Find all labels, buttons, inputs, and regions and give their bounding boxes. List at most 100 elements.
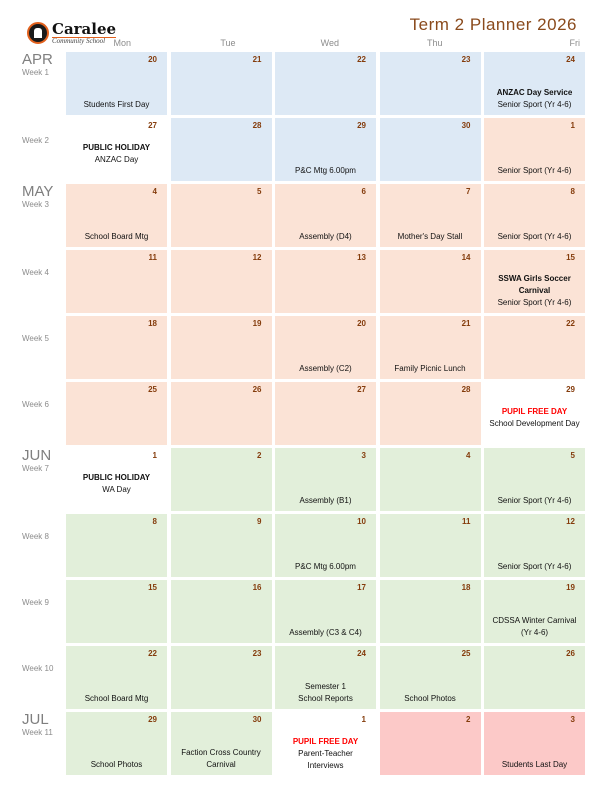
event-item: Students First Day <box>83 100 150 109</box>
event-item: P&C Mtg 6.00pm <box>295 562 356 571</box>
day-cell[interactable]: 11 <box>66 250 167 313</box>
day-date: 18 <box>148 319 157 328</box>
day-cell[interactable]: 13 <box>275 250 376 313</box>
day-cell[interactable]: 25 <box>66 382 167 445</box>
day-cell[interactable]: 27 PUBLIC HOLIDAY ANZAC Day <box>66 118 167 181</box>
week-label: Week 10 <box>22 664 54 673</box>
day-cell[interactable]: 25 School Photos <box>379 646 481 709</box>
day-date: 1 <box>361 715 366 724</box>
day-cell[interactable]: 22 <box>275 52 376 115</box>
day-cell[interactable]: 1 PUBLIC HOLIDAY WA Day <box>66 448 167 511</box>
day-cell[interactable]: 8 Senior Sport (Yr 4-6) <box>484 184 585 247</box>
event-item: Faction Cross Country <box>181 748 261 757</box>
day-cell[interactable]: 19 CDSSA Winter Carnival (Yr 4-6) <box>484 580 585 643</box>
event-item: PUBLIC HOLIDAY <box>82 473 151 482</box>
day-cell[interactable]: 27 <box>275 382 376 445</box>
day-cell[interactable]: 26 <box>170 382 272 445</box>
event-item: Mother's Day Stall <box>397 232 463 241</box>
day-cell[interactable]: 2 <box>379 712 481 775</box>
event-item: Senior Sport (Yr 4-6) <box>497 100 572 109</box>
day-cell[interactable]: 10 P&C Mtg 6.00pm <box>275 514 376 577</box>
day-date: 22 <box>357 55 366 64</box>
day-cell[interactable]: 18 <box>66 316 167 379</box>
day-date: 1 <box>570 121 575 130</box>
event-list: School Photos <box>404 693 456 705</box>
day-cell[interactable]: 8 <box>66 514 167 577</box>
day-cell[interactable]: 20 Students First Day <box>66 52 167 115</box>
day-cell[interactable]: 14 <box>379 250 481 313</box>
event-item: Assembly (D4) <box>299 232 352 241</box>
event-item: Students Last Day <box>501 760 568 769</box>
event-item: P&C Mtg 6.00pm <box>295 166 356 175</box>
day-cell[interactable]: 26 <box>484 646 585 709</box>
week-row-label: Week 2 <box>22 136 66 145</box>
calendar-grid: 20 Students First Day 21 22 23 24 ANZAC Day Se… <box>66 52 585 775</box>
day-cell[interactable]: 1 PUPIL FREE DAY Parent-Teacher Interviews <box>275 712 376 775</box>
day-cell[interactable]: 23 <box>379 52 481 115</box>
day-cell[interactable]: 11 <box>379 514 481 577</box>
week-label: Week 4 <box>22 268 49 277</box>
week-row-label: Week 9 <box>22 598 66 607</box>
day-cell[interactable]: 29 PUPIL FREE DAY School Development Day <box>484 382 585 445</box>
day-cell[interactable]: 17 Assembly (C3 & C4) <box>275 580 376 643</box>
day-cell[interactable]: 22 <box>484 316 585 379</box>
day-date: 14 <box>461 253 471 262</box>
day-cell[interactable]: 23 <box>170 646 272 709</box>
day-date: 28 <box>461 385 471 394</box>
day-cell[interactable]: 16 <box>170 580 272 643</box>
day-cell[interactable]: 9 <box>170 514 272 577</box>
day-date: 25 <box>461 649 471 658</box>
day-cell[interactable]: 21 Family Picnic Lunch <box>379 316 481 379</box>
day-date: 30 <box>461 121 471 130</box>
event-list: Mother's Day Stall <box>398 231 463 243</box>
event-item: School Photos <box>90 760 143 769</box>
day-cell[interactable]: 30 <box>379 118 481 181</box>
day-date: 27 <box>357 385 366 394</box>
day-cell[interactable]: 19 <box>170 316 272 379</box>
event-item: Assembly (B1) <box>299 496 352 505</box>
day-cell[interactable]: 7 Mother's Day Stall <box>379 184 481 247</box>
day-cell[interactable]: 3 Assembly (B1) <box>275 448 376 511</box>
event-list: School Photos <box>91 759 143 771</box>
day-cell[interactable]: 12 <box>170 250 272 313</box>
event-list: ANZAC Day Service Senior Sport (Yr 4-6) <box>497 87 573 111</box>
day-cell[interactable]: 29 P&C Mtg 6.00pm <box>275 118 376 181</box>
day-cell[interactable]: 22 School Board Mtg <box>66 646 167 709</box>
event-item: Senior Sport (Yr 4-6) <box>497 496 572 505</box>
day-cell[interactable]: 5 <box>170 184 272 247</box>
event-item: Senior Sport (Yr 4-6) <box>497 562 572 571</box>
event-list: Assembly (C3 & C4) <box>289 627 361 639</box>
day-cell[interactable]: 12 Senior Sport (Yr 4-6) <box>484 514 585 577</box>
day-cell[interactable]: 3 Students Last Day <box>484 712 585 775</box>
week-label: Week 2 <box>22 136 49 145</box>
day-cell[interactable]: 21 <box>170 52 272 115</box>
day-date: 9 <box>257 517 262 526</box>
day-date: 22 <box>566 319 575 328</box>
day-cell[interactable]: 29 School Photos <box>66 712 167 775</box>
day-cell[interactable]: 4 <box>379 448 481 511</box>
day-cell[interactable]: 24 Semester 1 School Reports <box>275 646 376 709</box>
day-date: 8 <box>152 517 157 526</box>
day-cell[interactable]: 1 Senior Sport (Yr 4-6) <box>484 118 585 181</box>
day-cell[interactable]: 15 SSWA Girls Soccer Carnival Senior Sport … <box>484 250 585 313</box>
day-cell[interactable]: 20 Assembly (C2) <box>275 316 376 379</box>
event-item: CDSSA Winter Carnival <box>492 616 577 625</box>
day-cell[interactable]: 4 School Board Mtg <box>66 184 167 247</box>
day-cell[interactable]: 28 <box>379 382 481 445</box>
day-cell[interactable]: 5 Senior Sport (Yr 4-6) <box>484 448 585 511</box>
day-date: 15 <box>566 253 575 262</box>
week-row-label: Week 5 <box>22 334 66 343</box>
day-cell[interactable]: 2 <box>170 448 272 511</box>
event-item: School Photos <box>404 694 456 703</box>
day-cell[interactable]: 15 <box>66 580 167 643</box>
month-label: APR <box>22 51 53 68</box>
day-cell[interactable]: 6 Assembly (D4) <box>275 184 376 247</box>
day-cell[interactable]: 30 Faction Cross Country Carnival <box>170 712 272 775</box>
page-title: Term 2 Planner 2026 <box>409 15 577 34</box>
event-list: P&C Mtg 6.00pm <box>295 561 356 573</box>
day-cell[interactable]: 28 <box>170 118 272 181</box>
day-cell[interactable]: 18 <box>379 580 481 643</box>
event-list: Assembly (B1) <box>299 495 351 507</box>
event-item: Senior Sport (Yr 4-6) <box>497 166 572 175</box>
day-cell[interactable]: 24 ANZAC Day Service Senior Sport (Yr 4-6) <box>484 52 585 115</box>
